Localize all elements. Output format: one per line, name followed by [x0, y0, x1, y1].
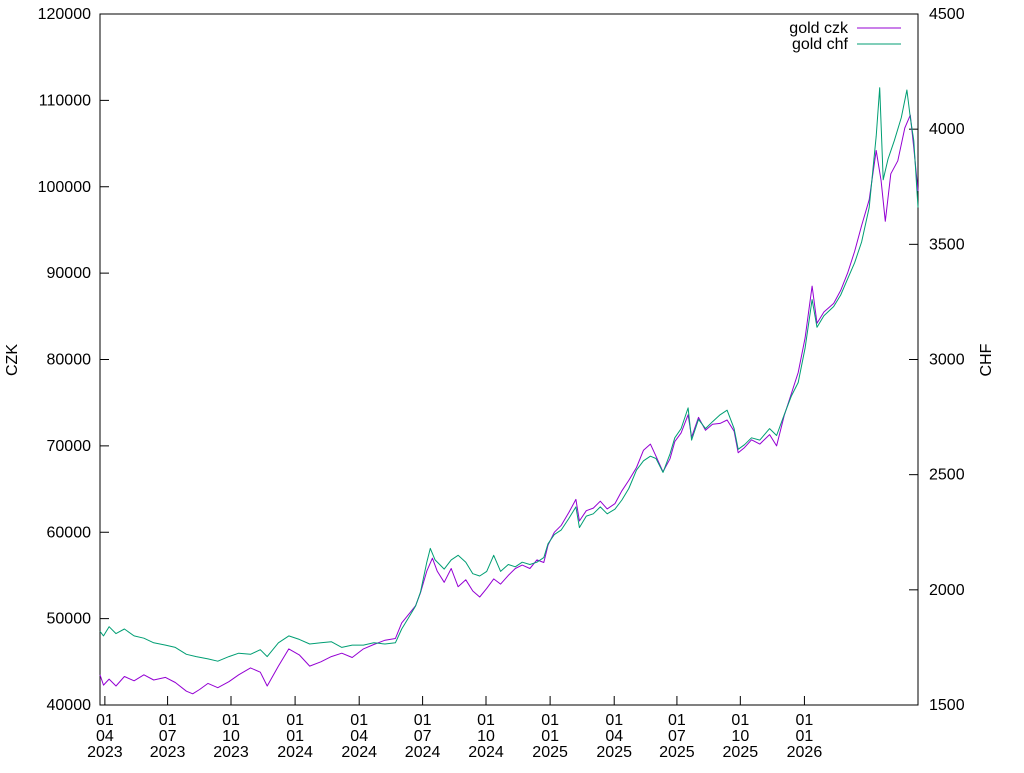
x-tick-label-6-1: 10: [477, 728, 495, 745]
x-tick-label-6-0: 01: [477, 712, 495, 729]
x-tick-label-11-2: 2026: [787, 744, 823, 761]
x-tick-label-9-0: 01: [668, 712, 686, 729]
series-layer: [99, 87, 919, 695]
x-tick-label-10-2: 2025: [723, 744, 759, 761]
y-tick-label-4: 80000: [47, 352, 92, 369]
x-tick-label-1-1: 07: [159, 728, 177, 745]
x-tick-label-10-0: 01: [731, 712, 749, 729]
y2-tick-label-3: 3000: [929, 352, 965, 369]
y-tick-label-6: 100000: [38, 179, 91, 196]
x-tick-label-2-2: 2023: [213, 744, 249, 761]
left-axis-ticks: 40000 50000 60000 70000 80000 90000 100000 1100…: [38, 6, 109, 714]
x-tick-label-5-2: 2024: [405, 744, 441, 761]
y-tick-label-3: 70000: [47, 438, 92, 455]
x-tick-label-7-1: 01: [541, 728, 559, 745]
y2-axis-label-chf: CHF: [978, 343, 995, 376]
series-line-gold-czk: [99, 114, 919, 695]
y2-tick-label-6: 4500: [929, 6, 965, 23]
x-tick-label-9-1: 07: [668, 728, 686, 745]
x-tick-label-4-0: 01: [350, 712, 368, 729]
x-tick-label-9-2: 2025: [659, 744, 695, 761]
y-tick-label-1: 50000: [47, 611, 92, 628]
y-tick-label-5: 90000: [47, 265, 92, 282]
x-axis-ticks: 0104202301072023011020230101202401042024…: [87, 696, 822, 761]
x-tick-label-11-0: 01: [796, 712, 814, 729]
y2-tick-label-4: 3500: [929, 236, 965, 253]
x-tick-label-5-0: 01: [414, 712, 432, 729]
y2-tick-label-0: 1500: [929, 697, 965, 714]
x-tick-label-4-1: 04: [350, 728, 368, 745]
plot-frame: [99, 13, 919, 706]
y2-tick-label-2: 2500: [929, 467, 965, 484]
y-tick-label-0: 40000: [47, 697, 92, 714]
x-tick-label-7-0: 01: [541, 712, 559, 729]
x-tick-label-3-2: 2024: [277, 744, 313, 761]
x-tick-label-8-0: 01: [605, 712, 623, 729]
right-axis-ticks: 1500 2000 2500 3000 3500 4000 4500: [909, 6, 965, 714]
x-tick-label-1-2: 2023: [150, 744, 186, 761]
x-tick-label-3-0: 01: [286, 712, 304, 729]
x-tick-label-5-1: 07: [414, 728, 432, 745]
y-tick-label-7: 110000: [39, 92, 91, 109]
y2-tick-label-1: 2000: [929, 582, 965, 599]
x-tick-label-1-0: 01: [159, 712, 177, 729]
y-axis-label-czk: CZK: [4, 344, 21, 376]
x-tick-label-4-2: 2024: [341, 744, 377, 761]
x-tick-label-2-0: 01: [222, 712, 240, 729]
x-tick-label-7-2: 2025: [532, 744, 568, 761]
y-tick-label-8: 120000: [38, 6, 91, 23]
x-tick-label-6-2: 2024: [468, 744, 504, 761]
x-tick-label-8-2: 2025: [596, 744, 632, 761]
x-tick-label-0-1: 04: [96, 728, 114, 745]
legend-label-1: gold chf: [792, 36, 849, 53]
y-tick-label-2: 60000: [47, 524, 92, 541]
x-tick-label-8-1: 04: [605, 728, 623, 745]
x-tick-label-2-1: 10: [222, 728, 240, 745]
x-tick-label-0-0: 01: [96, 712, 114, 729]
x-tick-label-10-1: 10: [731, 728, 749, 745]
x-tick-label-3-1: 01: [286, 728, 304, 745]
x-tick-label-11-1: 01: [796, 728, 814, 745]
series-line-gold-chf: [99, 87, 919, 662]
x-tick-label-0-2: 2023: [87, 744, 123, 761]
y2-tick-label-5: 4000: [929, 121, 965, 138]
legend-label-0: gold czk: [789, 20, 849, 37]
